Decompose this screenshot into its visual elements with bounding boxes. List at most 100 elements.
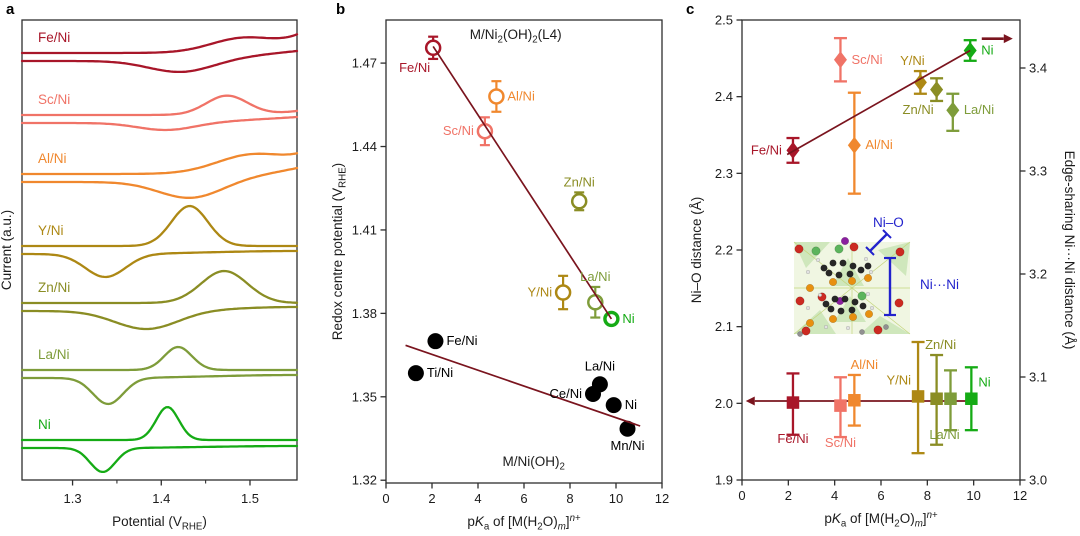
panel-b-redox-potential-chart: 0 2 4 6 8 10 12 1.32 1.35 1.38 1.41 1.44 1.47 pKa of … — [330, 19, 669, 533]
cv-cathodic-trace-fe-ni — [20, 49, 299, 74]
metal-atom — [883, 324, 889, 330]
y-right-axis-label: Edge-sharing Ni···Ni distance (Å) — [1062, 151, 1077, 350]
x-tick-label: 10 — [609, 491, 623, 506]
point-label-edge-sharing-ni-ni-distance-al-ni: Al/Ni — [865, 137, 893, 152]
carbon-atom — [849, 262, 857, 270]
data-point-m-ni-oh-2-ni — [605, 397, 622, 414]
cv-cathodic-trace-ni — [20, 444, 299, 474]
nickel-atom — [811, 246, 821, 256]
cv-cathodic-trace-la-ni — [20, 373, 299, 406]
point-label-m-ni-oh-2-mn-ni: Mn/Ni — [611, 438, 645, 453]
series-label-upper: M/Ni2(OH)2(L4) — [470, 27, 562, 46]
y-right-tick-label: 3.0 — [1029, 473, 1047, 488]
curve-label-al-ni: Al/Ni — [38, 151, 67, 166]
carbon-atom — [825, 269, 833, 277]
oxygen-atom — [795, 296, 805, 306]
x-tick-label: 6 — [877, 488, 884, 503]
y-tick-label: 1.44 — [352, 139, 377, 154]
carbon-atom — [851, 298, 859, 306]
hydrogen-atom — [863, 256, 869, 262]
data-point-ni-o-distance-ni — [965, 392, 978, 405]
x-tick-label: 8 — [566, 491, 573, 506]
metal-atom — [797, 331, 803, 337]
hydrogen-atom — [805, 269, 811, 275]
y-tick-label: 1.35 — [352, 389, 377, 404]
data-point-ni-o-distance-al-ni — [848, 394, 861, 407]
oxygen-atom — [794, 244, 804, 254]
data-point-ni-o-distance-y-ni — [911, 390, 925, 403]
cv-cathodic-trace-zn-ni — [20, 305, 299, 331]
axis-frame-a — [21, 19, 298, 481]
hydrogen-atom — [868, 269, 874, 275]
trend-line-2 — [405, 344, 641, 427]
x-tick-label: 12 — [655, 491, 669, 506]
x-tick-label: 1.3 — [64, 491, 82, 506]
y-left-tick-label: 2.0 — [715, 396, 733, 411]
cv-cathodic-trace-al-ni — [20, 166, 299, 199]
cv-anodic-trace-la-ni — [20, 345, 299, 372]
sulfur-atom — [805, 318, 815, 328]
x-tick-label: 6 — [520, 491, 527, 506]
point-label-m-ni2-oh-2-l4-zn-ni: Zn/Ni — [564, 174, 595, 189]
data-point-edge-sharing-ni-ni-distance-y-ni — [913, 73, 927, 91]
point-label-m-ni-oh-2-fe-ni: Fe/Ni — [446, 333, 477, 348]
panel-letter-b: b — [336, 1, 346, 18]
sulfur-atom — [828, 314, 838, 324]
cv-anodic-trace-zn-ni — [20, 269, 299, 305]
cv-anodic-trace-ni — [20, 405, 299, 442]
crystal-structure-inset — [793, 229, 911, 337]
carbon-atom — [820, 264, 828, 272]
carbon-atom — [822, 300, 830, 308]
oxygen-atom — [849, 242, 859, 252]
y-left-tick-label: 2.4 — [715, 89, 733, 104]
y-left-tick-label: 2.5 — [715, 13, 733, 28]
point-label-ni-o-distance-y-ni: Y/Ni — [887, 372, 912, 387]
trend-arrowhead — [745, 396, 755, 406]
sulfur-atom — [847, 276, 857, 286]
y-right-tick-label: 3.1 — [1029, 369, 1047, 384]
x-tick-label: 2 — [428, 491, 435, 506]
hydrogen-atom — [865, 291, 871, 297]
x-tick-label: 1.5 — [241, 491, 259, 506]
cv-anodic-trace-sc-ni — [20, 94, 299, 117]
point-label-m-ni2-oh-2-l4-fe-ni: Fe/Ni — [399, 60, 430, 75]
carbon-atom — [831, 295, 839, 303]
sulfur-atom — [848, 312, 858, 322]
y-left-tick-label: 2.2 — [715, 243, 733, 258]
data-point-m-ni-oh-2-ti-ni — [407, 365, 424, 382]
hydrogen-atom — [845, 325, 851, 331]
hydrogen-atom — [869, 305, 875, 311]
panel-letter-c: c — [686, 1, 695, 18]
point-label-m-ni-oh-2-la-ni: La/Ni — [585, 358, 615, 373]
data-point-m-ni-oh-2-fe-ni — [427, 333, 444, 350]
curve-label-sc-ni: Sc/Ni — [38, 92, 70, 107]
trend-arrowhead — [1003, 34, 1013, 44]
cv-cathodic-trace-y-ni — [20, 249, 299, 279]
data-point-edge-sharing-ni-ni-distance-la-ni — [946, 101, 960, 119]
cv-cathodic-trace-sc-ni — [20, 115, 299, 132]
point-label-ni-o-distance-fe-ni: Fe/Ni — [777, 431, 808, 446]
curve-label-zn-ni: Zn/Ni — [38, 280, 70, 295]
panel-c-distance-chart: 0 2 4 6 8 10 12 1.9 2.0 2.1 2.2 2.3 2.4 2.5 3.0 3.1 3.2 3… — [689, 13, 1077, 530]
x-tick-label: 4 — [474, 491, 481, 506]
data-point-edge-sharing-ni-ni-distance-al-ni — [847, 136, 861, 154]
data-point-m-ni2-oh-2-l4-zn-ni — [570, 193, 588, 210]
hydrogen-atom — [817, 292, 823, 298]
x-tick-label: 10 — [966, 488, 980, 503]
hydrogen-atom — [815, 257, 821, 263]
measure-cap — [865, 246, 875, 256]
series-label-lower: M/Ni(OH)2 — [502, 454, 564, 473]
carbon-atom — [827, 305, 835, 313]
point-label-edge-sharing-ni-ni-distance-ni: Ni — [981, 42, 993, 57]
curve-label-la-ni: La/Ni — [38, 347, 70, 362]
x-axis-label: pKa of [M(H2O)m]n+ — [824, 510, 938, 530]
data-point-m-ni2-oh-2-l4-y-ni — [554, 284, 572, 301]
y-left-axis-label: Ni–O distance (Å) — [689, 197, 704, 304]
x-tick-label: 4 — [831, 488, 838, 503]
carbon-atom — [859, 302, 867, 310]
nickel-atom — [834, 244, 844, 254]
panel-letter-a: a — [6, 1, 15, 18]
sulfur-atom — [828, 277, 838, 287]
measure-cap — [882, 229, 892, 239]
